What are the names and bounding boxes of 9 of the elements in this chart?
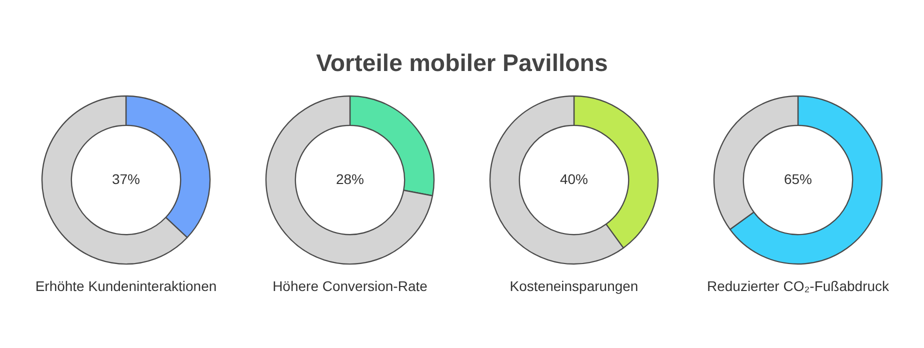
data-label: 28% <box>336 170 364 187</box>
text: Kosteneinsparungen <box>508 278 640 294</box>
data-label: 40% <box>560 170 588 187</box>
data-label: 65% <box>784 170 812 187</box>
text: Vorteile mobiler Pavillons <box>315 50 609 78</box>
text: Höhere Conversion-Rate <box>272 278 428 294</box>
text: Erhöhte Kundeninteraktionen <box>34 278 218 294</box>
text: Reduzierter CO₂-Fußabdruck <box>706 278 890 294</box>
data-label: 37% <box>112 170 140 187</box>
